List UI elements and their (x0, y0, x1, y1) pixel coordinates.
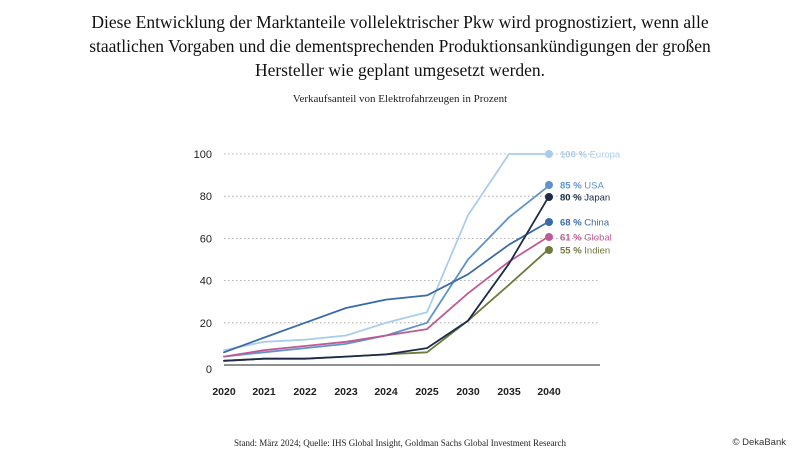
series-end-name: USA (584, 181, 604, 192)
series-end-name: China (584, 218, 610, 229)
series-end-value: 55 % (560, 246, 584, 257)
series-end-marker-japan (545, 193, 553, 201)
series-end-label-indien: 55 % Indien (560, 246, 610, 257)
y-tick-label: 0 (206, 364, 212, 376)
series-end-value: 85 % (560, 181, 584, 192)
chart-subtitle: Verkaufsanteil von Elektrofahrzeugen in … (292, 93, 508, 105)
series-end-name: Global (584, 233, 611, 244)
y-tick-label: 80 (200, 191, 212, 203)
x-tick-label: 2023 (334, 386, 358, 398)
series-end-marker-europa (545, 150, 553, 158)
series-lines (223, 153, 550, 362)
series-end-label-usa: 85 % USA (560, 181, 604, 192)
series-end-name: Europa (590, 150, 621, 161)
series-end-label-europa: 100 % Europa (560, 150, 621, 161)
series-end-label-global: 61 % Global (560, 233, 612, 244)
series-end-value: 80 % (560, 193, 584, 204)
source-note: Stand: März 2024; Quelle: IHS Global Ins… (234, 438, 566, 448)
series-line-china (223, 220, 550, 354)
series-end-name: Indien (584, 246, 610, 257)
x-tick-label: 2022 (293, 386, 317, 398)
x-tick-label: 2030 (456, 386, 480, 398)
series-line-global (223, 235, 550, 358)
y-tick-label: 60 (200, 233, 212, 245)
series-line-indien (223, 247, 550, 362)
series-line-japan (223, 195, 550, 362)
series-line-usa (223, 184, 550, 358)
series-end-marker-indien (545, 246, 553, 254)
series-end-label-japan: 80 % Japan (560, 193, 610, 204)
series-end-value: 68 % (560, 218, 584, 229)
series-end-marker-china (545, 218, 553, 226)
copyright-brand: © DekaBank (732, 437, 786, 448)
y-tick-label: 20 (200, 318, 212, 330)
x-tick-label: 2024 (374, 386, 398, 398)
x-tick-label: 2035 (497, 386, 521, 398)
series-end-value: 61 % (560, 233, 584, 244)
series-end-value: 100 % (560, 150, 590, 161)
x-tick-label: 2025 (415, 386, 439, 398)
y-tick-label: 40 (200, 276, 212, 288)
series-end-name: Japan (584, 193, 610, 204)
series-end-marker-usa (545, 181, 553, 189)
series-line-europa (223, 153, 550, 352)
x-tick-label: 2040 (537, 386, 561, 398)
series-end-label-china: 68 % China (560, 218, 610, 229)
x-tick-label: 2020 (212, 386, 236, 398)
y-tick-label: 100 (194, 149, 212, 161)
chart-headline: Diese Entwicklung der Marktanteile volle… (89, 12, 711, 80)
x-tick-label: 2021 (252, 386, 276, 398)
series-end-marker-global (545, 233, 553, 241)
